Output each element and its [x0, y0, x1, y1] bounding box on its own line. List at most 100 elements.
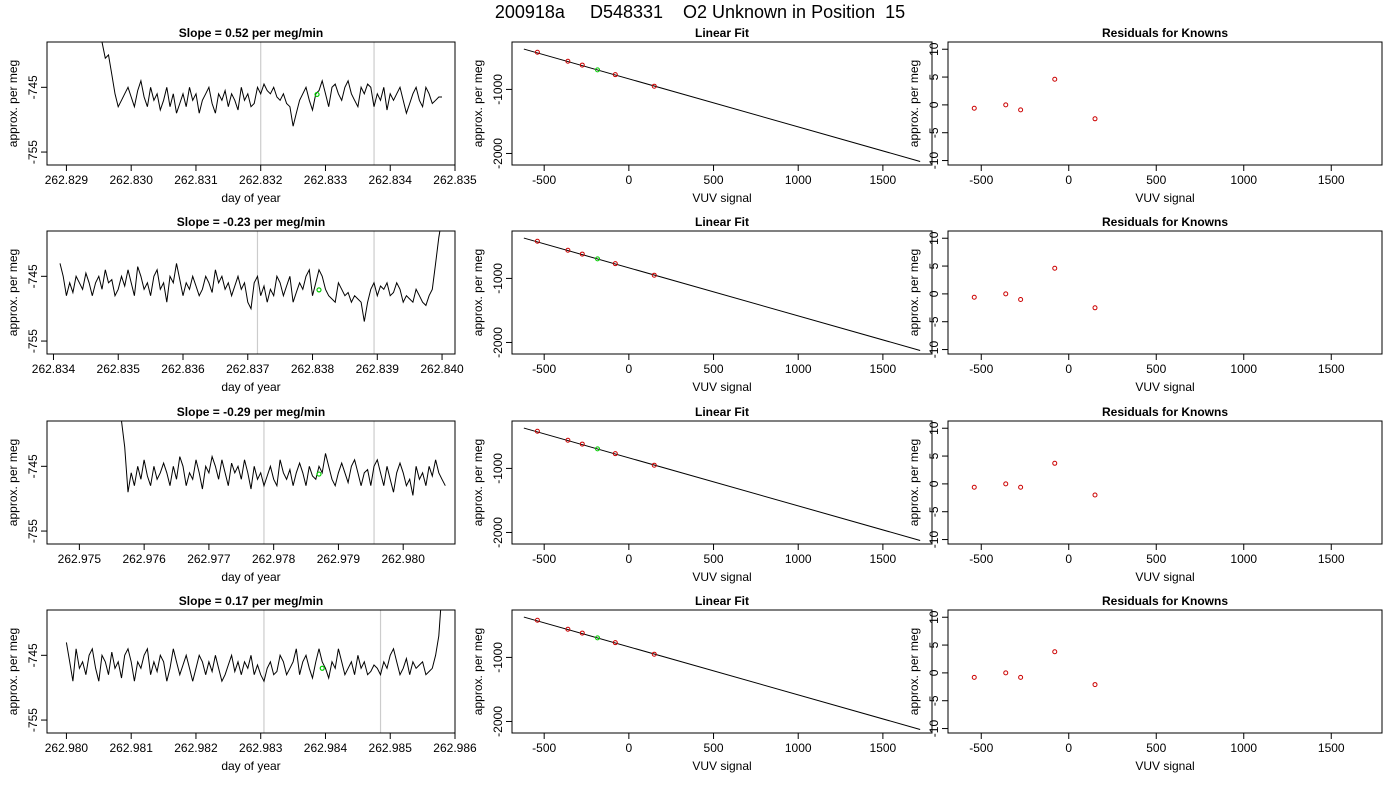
residuals-point	[1018, 296, 1024, 302]
panel-title: Slope = -0.23 per meg/min	[177, 215, 325, 229]
y-tick-label: -755	[26, 519, 40, 543]
x-tick-label: 500	[704, 362, 724, 376]
x-tick-label: 500	[1146, 173, 1166, 187]
fit-line	[523, 48, 921, 162]
x-tick-label: 500	[1146, 552, 1166, 566]
knowns-point	[565, 437, 571, 443]
panel-fit-2: Linear Fit VUV signal approx. per meg -500 0…	[471, 215, 933, 394]
x-tick-label: 262.835	[433, 173, 477, 187]
series-line	[59, 231, 441, 322]
x-tick-label: 1000	[785, 741, 812, 755]
x-tick-label: 262.978	[252, 552, 296, 566]
y-tick-label: -755	[26, 708, 40, 732]
knowns-point	[612, 261, 618, 267]
panel-residuals-2: Residuals for Knowns VUV signal approx. pe…	[907, 215, 1383, 394]
unknown-point	[595, 256, 601, 262]
panel-fit-3: Linear Fit VUV signal approx. per meg -500 0…	[471, 405, 933, 584]
panel-timeseries-3: Slope = -0.29 per meg/min day of year appr…	[6, 405, 456, 584]
knowns-point	[651, 83, 657, 89]
plot-frame	[46, 420, 456, 545]
x-tick-label: 262.837	[226, 362, 270, 376]
residuals-point	[1003, 481, 1009, 487]
x-tick-label: 262.831	[174, 173, 218, 187]
x-tick-label: 262.838	[291, 362, 335, 376]
panel-title: Slope = -0.29 per meg/min	[177, 405, 325, 419]
y-tick-label: -5	[927, 506, 941, 517]
y-axis-label: approx. per meg	[907, 439, 921, 526]
y-tick-label: -745	[26, 643, 40, 667]
plot-frame	[947, 41, 1383, 166]
plot-frame	[511, 609, 933, 734]
x-tick-label: 500	[704, 552, 724, 566]
residuals-point	[971, 484, 977, 490]
x-axis-label: day of year	[221, 759, 280, 773]
y-axis-label: approx. per meg	[471, 249, 485, 336]
y-axis-label: approx. per meg	[907, 60, 921, 147]
knowns-point	[534, 428, 540, 434]
x-tick-label: 1000	[785, 552, 812, 566]
x-tick-label: 1500	[870, 362, 897, 376]
panel-fit-1: Linear Fit VUV signal approx. per meg -500 0…	[471, 26, 933, 205]
x-tick-label: 0	[626, 741, 633, 755]
y-axis-label: approx. per meg	[6, 60, 20, 147]
x-axis-label: VUV signal	[1135, 380, 1194, 394]
y-tick-label: -755	[26, 140, 40, 164]
y-axis-label: approx. per meg	[471, 628, 485, 715]
knowns-point	[612, 451, 618, 457]
plot-area	[101, 42, 442, 127]
plot-area	[523, 48, 921, 162]
knowns-point	[612, 640, 618, 646]
residuals-point	[1092, 116, 1098, 122]
x-axis-label: day of year	[221, 380, 280, 394]
plot-area	[971, 76, 1098, 122]
x-axis-label: VUV signal	[1135, 759, 1194, 773]
x-tick-label: 1500	[1318, 173, 1345, 187]
y-tick-label: -1000	[491, 642, 505, 673]
x-tick-label: 0	[1065, 173, 1072, 187]
knowns-point	[534, 617, 540, 623]
residuals-point	[1092, 492, 1098, 498]
x-tick-label: 1000	[785, 362, 812, 376]
plot-frame	[511, 41, 933, 166]
x-tick-label: 262.980	[45, 741, 89, 755]
x-tick-label: 1500	[870, 173, 897, 187]
knowns-point	[565, 626, 571, 632]
y-axis-label: approx. per meg	[907, 249, 921, 336]
x-tick-label: 262.835	[97, 362, 141, 376]
plot-area	[971, 265, 1098, 311]
x-tick-label: 262.975	[58, 552, 102, 566]
y-tick-label: 10	[927, 42, 941, 56]
plot-frame	[46, 41, 456, 166]
y-tick-label: 0	[927, 669, 941, 676]
x-tick-label: 1500	[870, 741, 897, 755]
residuals-point	[1018, 107, 1024, 113]
x-axis-label: day of year	[221, 570, 280, 584]
y-tick-label: -5	[927, 695, 941, 706]
plot-area	[523, 616, 921, 730]
highlight-point	[319, 665, 325, 671]
panel-residuals-1: Residuals for Knowns VUV signal approx. pe…	[907, 26, 1383, 205]
plot-area	[523, 427, 921, 541]
y-tick-label: -1000	[491, 263, 505, 294]
x-tick-label: -500	[532, 741, 556, 755]
plot-frame	[511, 420, 933, 545]
y-tick-label: 10	[927, 610, 941, 624]
panel-title: Slope = 0.17 per meg/min	[179, 594, 323, 608]
x-tick-label: 0	[1065, 362, 1072, 376]
y-tick-label: 0	[927, 290, 941, 297]
y-tick-label: -10	[927, 720, 941, 738]
residuals-point	[1052, 460, 1058, 466]
panel-title: Linear Fit	[695, 594, 749, 608]
x-tick-label: 1000	[1230, 741, 1257, 755]
y-tick-label: 0	[927, 480, 941, 487]
panel-residuals-3: Residuals for Knowns VUV signal approx. pe…	[907, 405, 1383, 584]
fit-line	[523, 427, 921, 541]
panel-title: Slope = 0.52 per meg/min	[179, 26, 323, 40]
x-axis-label: VUV signal	[692, 380, 751, 394]
knowns-point	[565, 58, 571, 64]
x-tick-label: 1500	[870, 552, 897, 566]
x-tick-label: -500	[969, 362, 993, 376]
fit-line	[523, 237, 921, 351]
knowns-point	[579, 630, 585, 636]
panel-title: Linear Fit	[695, 405, 749, 419]
